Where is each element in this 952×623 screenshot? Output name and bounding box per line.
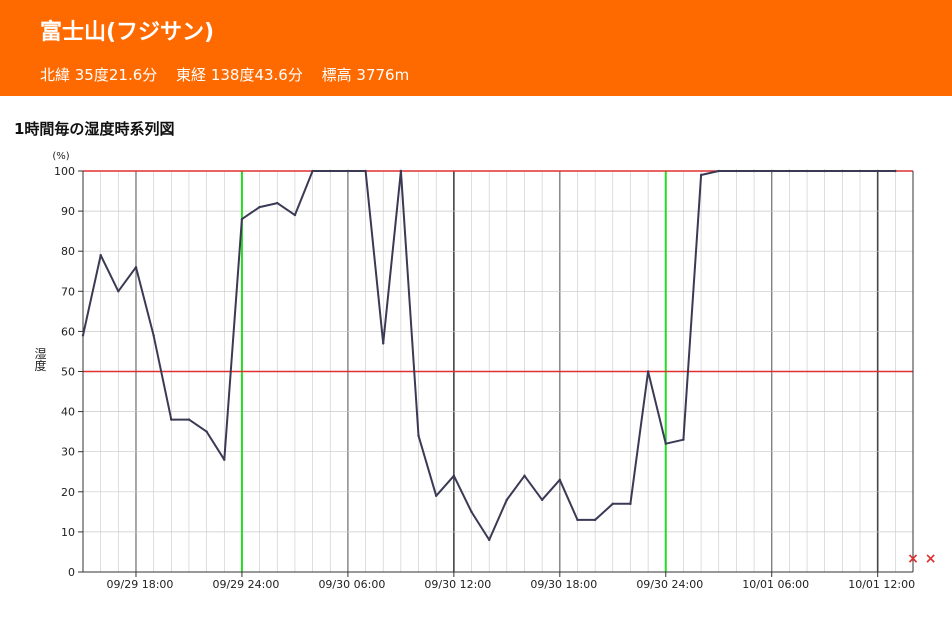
data-point [417,434,420,437]
data-point [823,169,826,173]
xtick-label: 09/30 06:00 [318,578,385,591]
data-point [223,458,226,461]
station-header: 富士山(フジサン) 北緯 35度21.6分 東経 138度43.6分 標高 37… [0,0,952,96]
ytick-label: 10 [61,526,75,539]
data-point [382,342,385,345]
data-point [117,290,120,293]
xtick-label: 10/01 06:00 [742,578,809,591]
ytick-label: 30 [61,446,75,459]
data-point [735,169,738,173]
xtick-label: 09/30 12:00 [424,578,491,591]
missing-markers: × × [907,551,936,567]
data-point [611,502,614,506]
data-point [894,169,897,173]
chart-title: 1時間毎の湿度時系列図 [14,120,175,138]
data-point [364,169,367,173]
latitude-text: 北緯 35度21.6分 [40,66,158,84]
data-point [470,510,473,514]
ytick-label: 90 [61,205,75,218]
ytick-label: 20 [61,486,75,499]
data-point [452,474,456,477]
ytick-label: 100 [54,165,75,178]
y-unit-label: (%) [52,151,69,162]
ytick-label: 50 [61,366,75,379]
data-point [576,518,579,522]
data-point [646,370,650,373]
data-point [699,173,703,177]
missing-data-marker: × [907,551,919,567]
data-point [505,498,509,502]
ytick-label: 40 [61,406,75,419]
data-point [399,169,403,173]
xtick-label: 09/29 24:00 [212,578,279,591]
xtick-label: 10/01 12:00 [848,578,915,591]
elevation-text: 標高 3776m [321,66,410,84]
data-point [205,430,208,433]
data-point [311,169,314,173]
data-point [81,334,85,337]
data-point [805,169,809,173]
data-point [329,169,332,173]
data-point [593,518,597,522]
data-point [664,442,667,445]
data-point [558,478,562,481]
ytick-label: 0 [68,566,75,579]
data-point [540,498,544,502]
ytick-label: 70 [61,285,75,298]
ytick-label: 80 [61,245,75,258]
data-point [487,538,491,542]
data-point [841,169,844,173]
data-point [187,418,191,421]
xtick-label: 09/30 24:00 [636,578,703,591]
axes: 0 10 20 30 40 50 60 70 80 90 100 (%) 湿度 09/29 18:00 09… [33,151,915,591]
data-point [99,254,102,257]
data-point [346,169,350,173]
data-point [240,217,244,221]
xtick-label: 09/29 18:00 [107,578,174,591]
station-name: 富士山(フジサン) [40,20,215,45]
data-point [858,169,862,173]
data-point [152,334,155,337]
data-point [788,169,791,173]
data-point [876,169,879,173]
data-point [170,418,173,421]
reference-lines [83,170,913,572]
data-point [629,502,632,506]
y-axis-label: 湿度 [33,346,47,371]
data-point [276,201,279,205]
data-series [81,169,897,542]
data-point [682,438,685,441]
missing-data-marker: × [925,551,937,567]
station-coordinates: 北緯 35度21.6分 東経 138度43.6分 標高 3776m [40,64,423,85]
xtick-label: 09/30 18:00 [530,578,597,591]
data-point [293,213,297,217]
data-point [134,266,138,269]
longitude-text: 東経 138度43.6分 [176,66,303,84]
data-point [434,494,438,498]
data-point [717,169,720,173]
ytick-label: 60 [61,325,75,338]
data-point [258,205,261,209]
data-point [523,474,526,477]
data-point [752,169,756,173]
humidity-chart: 0 10 20 30 40 50 60 70 80 90 100 (%) 湿度 09/29 18:00 09… [33,151,937,591]
data-point [770,169,773,173]
